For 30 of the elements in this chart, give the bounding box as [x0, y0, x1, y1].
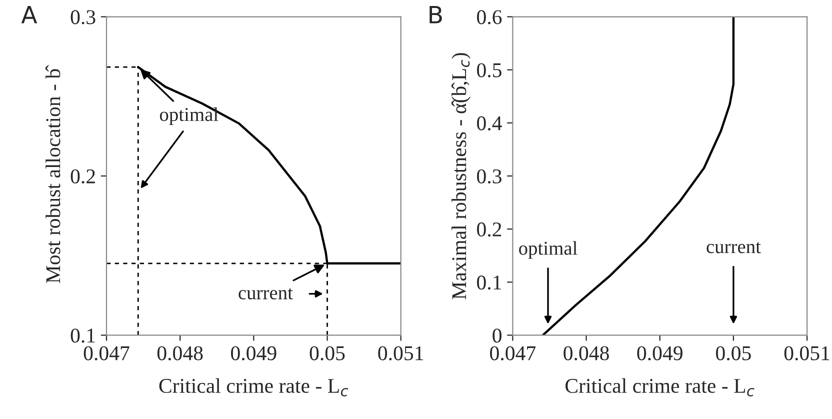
x-tick-label: 0.048: [564, 346, 609, 360]
y-tick-label: 0.4: [477, 116, 502, 130]
y-tick-label: 0.2: [70, 169, 95, 184]
x-tick-label: 0.051: [378, 346, 424, 360]
y-tick-label: 0.5: [477, 63, 502, 78]
x-tick-label: 0.049: [637, 346, 682, 360]
annotation: optimal: [519, 241, 578, 259]
chart-title: A: [21, 6, 38, 24]
chart-title: B: [430, 6, 442, 24]
y-tick-label: 0.3: [477, 169, 502, 184]
x-tick-label: 0.049: [231, 346, 276, 360]
y-axis-title: Maximal robustness - α̂(b̂,L$_{c}$): [452, 53, 470, 300]
y-axis-title: Most robust allocation - b̂: [46, 65, 60, 284]
x-axis-title: Critical crime rate - L$_{c}$: [566, 378, 754, 396]
x-tick-label: 0.05: [310, 346, 345, 360]
annotation: current: [706, 242, 761, 254]
y-tick-label: 0: [492, 328, 502, 343]
y-tick-label: 0.3: [70, 10, 96, 24]
x-tick-label: 0.047: [84, 346, 130, 360]
x-tick-label: 0.047: [490, 346, 536, 360]
annotation: optimal: [160, 107, 218, 126]
x-axis-title: Critical crime rate - L$_{c}$: [159, 378, 348, 396]
annotation: current: [238, 288, 293, 300]
x-tick-label: 0.048: [157, 346, 203, 360]
x-tick-label: 0.051: [784, 346, 830, 360]
y-tick-label: 0.2: [477, 222, 502, 237]
x-tick-label: 0.05: [716, 346, 751, 360]
y-tick-label: 0.1: [70, 328, 95, 343]
y-tick-label: 0.6: [477, 10, 502, 24]
y-tick-label: 0.1: [477, 276, 502, 290]
